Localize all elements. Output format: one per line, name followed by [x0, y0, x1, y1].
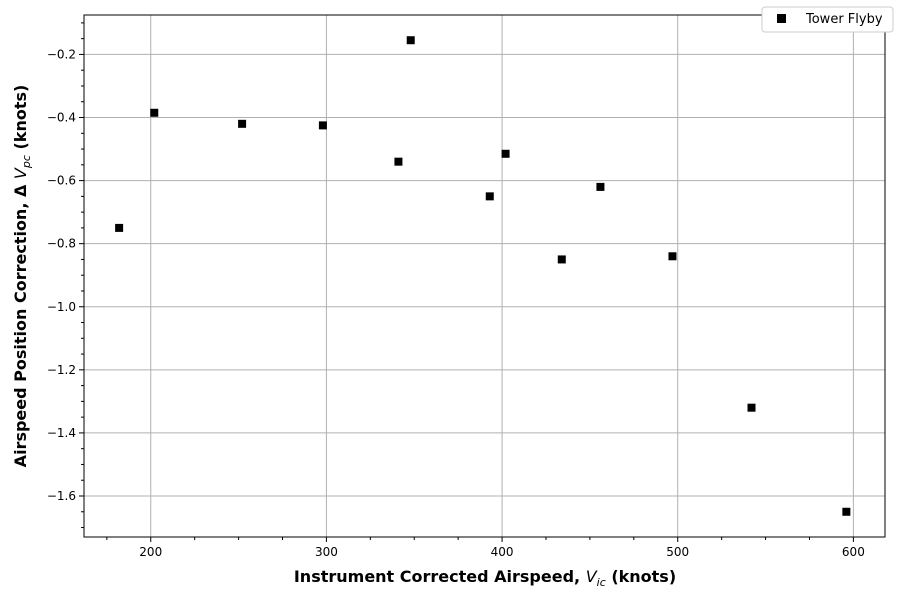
data-point [668, 252, 677, 261]
data-point [238, 119, 247, 128]
data-point [406, 36, 415, 45]
y-axis-title: Airspeed Position Correction, Δ Vpc (kno… [11, 85, 33, 468]
data-point [842, 507, 851, 516]
data-point [557, 255, 566, 264]
y-tick-label: −0.6 [47, 174, 76, 188]
y-tick-label: −0.4 [47, 111, 76, 125]
x-tick-label: 200 [139, 545, 162, 559]
y-tick-label: −0.8 [47, 237, 76, 251]
data-point [394, 157, 403, 166]
grid [84, 15, 885, 537]
legend-box [761, 6, 894, 33]
y-tick-label: −1.0 [47, 300, 76, 314]
axis-ticks: 200 300 400 500 600 −0.2 −0.4 −0.6 −0.8 −1.0 −1.2 −… [47, 22, 865, 559]
plot-area-frame [83, 14, 886, 538]
x-tick-label: 400 [491, 545, 514, 559]
legend-marker-square [777, 14, 786, 23]
data-point [747, 403, 756, 412]
data-point [150, 108, 159, 117]
y-tick-label: −1.6 [47, 489, 76, 503]
data-point [115, 223, 124, 232]
y-tick-label: −1.4 [47, 426, 76, 440]
data-points [115, 36, 851, 516]
x-tick-label: 500 [666, 545, 689, 559]
data-point [485, 192, 494, 201]
x-tick-label: 300 [315, 545, 338, 559]
legend: Tower Flyby [761, 6, 894, 33]
data-point [318, 121, 327, 130]
x-tick-label: 600 [842, 545, 865, 559]
data-point [501, 149, 510, 158]
y-tick-label: −1.2 [47, 363, 76, 377]
x-axis-title: Instrument Corrected Airspeed, Vic (knot… [294, 567, 676, 589]
legend-label: Tower Flyby [805, 12, 883, 27]
y-tick-label: −0.2 [47, 47, 76, 61]
data-point [596, 182, 605, 191]
